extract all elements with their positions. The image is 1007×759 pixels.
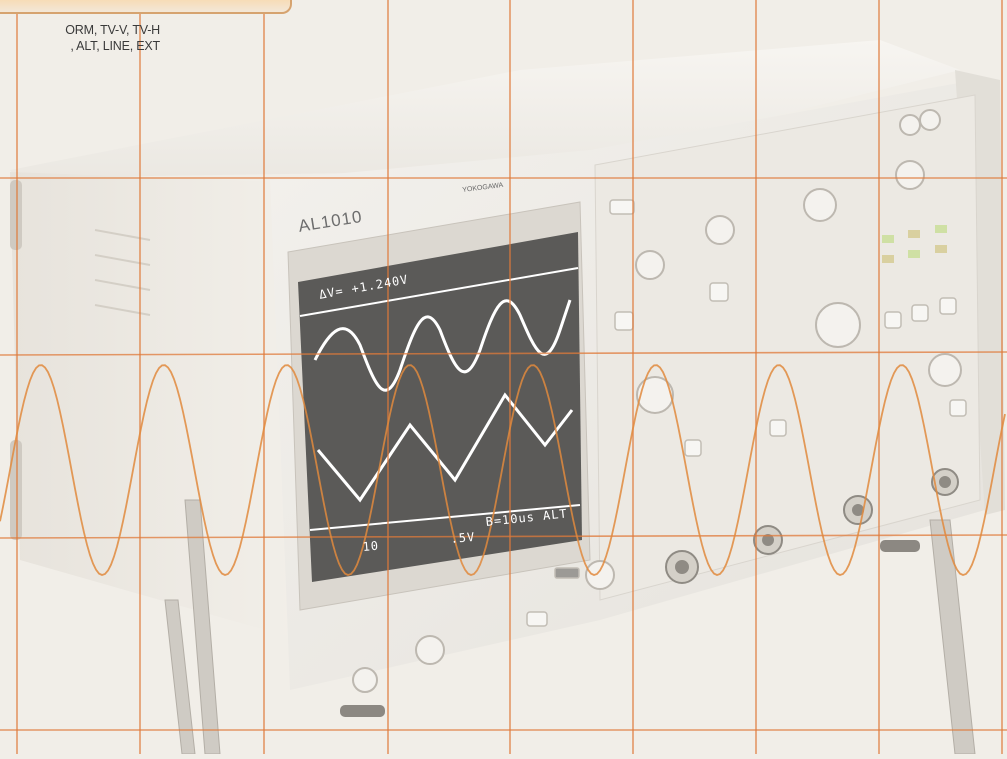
side-vents	[94, 229, 151, 316]
caption-line-1: ORM, TV-V, TV-H	[65, 23, 160, 37]
feet	[340, 540, 920, 717]
control-panel	[594, 94, 981, 601]
case-foot-bracket-lower	[10, 440, 22, 540]
panel-buttons	[526, 199, 967, 627]
knobs	[352, 109, 962, 693]
caption-tab	[0, 0, 292, 14]
screen-bottom-line	[309, 504, 581, 531]
vertical-grid-lines	[16, 0, 1003, 754]
crt-screen	[298, 232, 582, 582]
triangle-trace	[316, 392, 574, 503]
case-top	[10, 40, 960, 178]
sine-trace	[313, 299, 572, 392]
screen-readout-channel: 10	[362, 538, 380, 554]
indicator-leds	[882, 225, 947, 263]
stand-legs	[164, 499, 976, 755]
background-sine-wave	[0, 364, 1006, 576]
screen-top-line	[299, 267, 579, 317]
bnc-connectors	[665, 468, 959, 584]
caption-line-2: , ALT, LINE, EXT	[70, 39, 160, 53]
screen-readout-range: .5V	[450, 529, 476, 546]
horizontal-grid-lines	[0, 177, 1007, 731]
case-foot-bracket	[10, 180, 22, 250]
trigger-caption: ORM, TV-V, TV-H , ALT, LINE, EXT	[0, 22, 160, 54]
